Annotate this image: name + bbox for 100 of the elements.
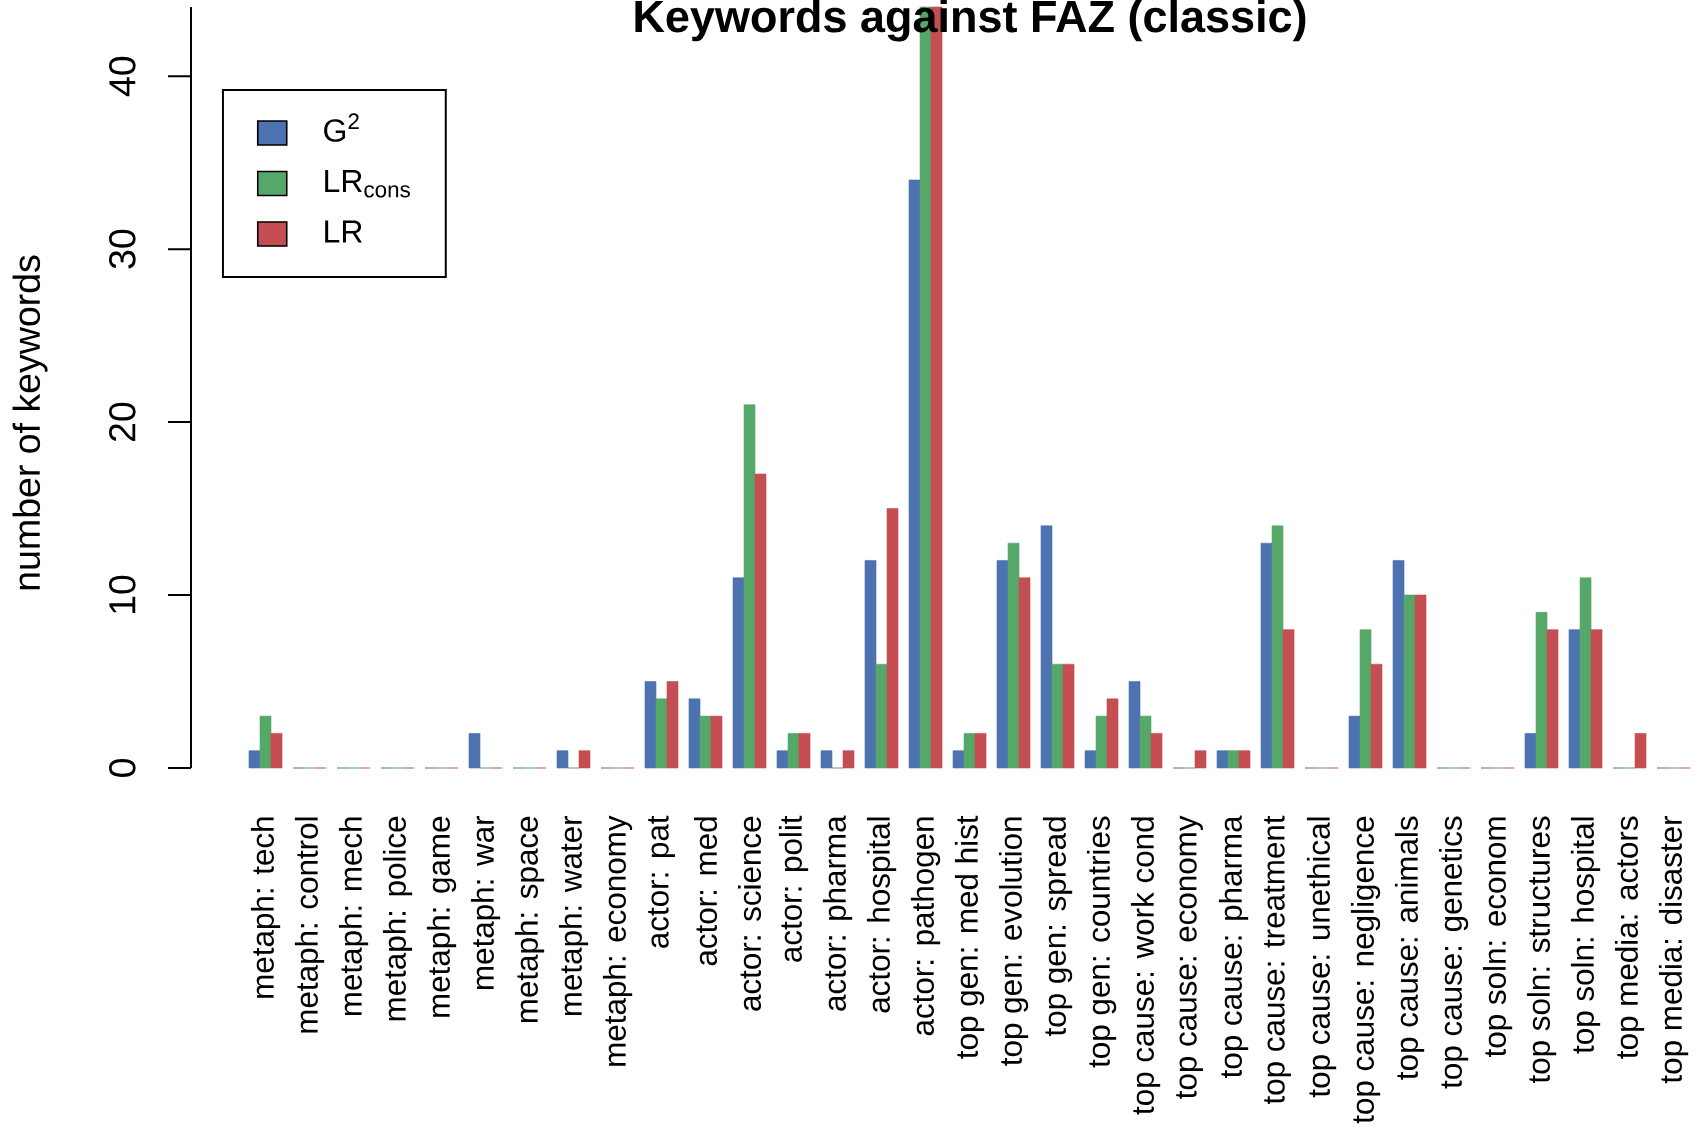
bar [1634, 733, 1647, 769]
bar [468, 733, 481, 769]
x-tick-label: metaph: economy [602, 815, 633, 1066]
bar [842, 750, 855, 769]
y-axis-title: number of keywords [12, 255, 48, 590]
legend-label: LR$_{cons}$ [325, 170, 410, 198]
x-tick-label: actor: polit [778, 815, 809, 962]
bar [1062, 663, 1075, 769]
bar [1139, 715, 1152, 769]
x-tick-label: top cause: pharma [1218, 815, 1249, 1078]
bar [1095, 715, 1108, 769]
x-tick-label: top cause: economy [1176, 815, 1203, 1099]
y-tick-label: 0 [109, 759, 136, 777]
x-tick-label: top gen: evolution [998, 817, 1029, 1066]
bar [787, 733, 800, 769]
bar [974, 733, 987, 769]
bar [1051, 663, 1064, 769]
bar [1216, 750, 1229, 769]
x-tick-label: metaph: game [426, 816, 457, 1017]
bar [1106, 698, 1119, 769]
bar [1271, 525, 1284, 769]
x-tick-label: metaph: war [470, 815, 501, 990]
x-tick-label: metaph: water [558, 815, 589, 1016]
bar [655, 698, 668, 769]
x-tick-label: metaph: police [382, 816, 413, 1021]
bar [1568, 629, 1581, 769]
bar [1260, 542, 1273, 769]
y-tick-label: 20 [109, 402, 136, 442]
y-tick-label: 10 [109, 575, 136, 614]
x-tick-label: actor: med [693, 817, 718, 966]
bar [732, 577, 745, 769]
bar [1546, 629, 1559, 769]
x-tick-label: metaph: space [514, 816, 545, 1023]
bar [1535, 612, 1548, 769]
bar [1128, 681, 1141, 769]
bar [1392, 560, 1405, 769]
bar [1590, 629, 1603, 769]
bar [908, 179, 921, 769]
x-tick-label: metaph: control [294, 817, 325, 1033]
bar [776, 750, 789, 769]
bar [963, 733, 976, 769]
bar [556, 750, 569, 769]
y-tick-label: 40 [109, 56, 136, 97]
y-tick-label: 30 [109, 229, 136, 269]
x-tick-label: top media: actors [1614, 816, 1645, 1059]
bar [259, 715, 272, 769]
bar [1370, 663, 1383, 769]
bar [248, 750, 261, 769]
bar [952, 750, 965, 769]
x-tick-label: metaph: tech [250, 817, 281, 998]
bar [666, 681, 679, 769]
x-tick-label: top cause: work cond [1130, 817, 1161, 1115]
bar [1150, 733, 1163, 769]
x-tick-label: top cause: treatment [1264, 815, 1291, 1105]
bar [270, 733, 283, 769]
x-tick-label: top cause: genetics [1438, 816, 1469, 1089]
bar [754, 473, 767, 769]
bar [1194, 750, 1207, 769]
x-tick-label: actor: hospital [866, 817, 897, 1013]
bar [864, 560, 877, 769]
bar [1007, 542, 1020, 769]
bar [644, 681, 657, 769]
x-tick-label: top soln: structures [1526, 816, 1557, 1084]
x-tick-label: top gen: spread [1042, 817, 1073, 1037]
x-tick-label: top cause: animals [1394, 816, 1425, 1080]
x-tick-label: top soln: econom [1482, 817, 1513, 1057]
bar [1282, 629, 1295, 769]
x-tick-label: actor: pat [648, 815, 675, 948]
bar [1348, 715, 1361, 769]
bar [875, 663, 888, 769]
legend-label: G$^{2}$ [324, 113, 359, 142]
x-tick-label: actor: pathogen [910, 817, 941, 1036]
x-tick-label: top cause: negligence [1350, 816, 1381, 1124]
x-tick-label: top cause: unethical [1306, 817, 1337, 1098]
bar [1414, 594, 1427, 769]
bar [1359, 629, 1372, 769]
bar [1040, 525, 1053, 769]
x-tick-label: top gen: countries [1086, 816, 1117, 1068]
bar [1579, 577, 1592, 769]
bar [820, 750, 833, 769]
bar [699, 715, 712, 769]
bar [1524, 733, 1537, 769]
bar [996, 560, 1009, 769]
x-tick-label: metaph: mech [338, 817, 369, 1016]
bar [886, 508, 899, 769]
x-tick-label: actor: science [738, 816, 762, 1011]
x-tick-label: actor: pharma [822, 815, 853, 1011]
bar [688, 698, 701, 769]
legend-label: LR [325, 220, 362, 243]
bar [798, 733, 811, 769]
bar [1227, 750, 1240, 769]
bar [710, 715, 723, 769]
bar [1238, 750, 1251, 769]
bar [1018, 577, 1031, 769]
bar [578, 750, 591, 769]
bar [1084, 750, 1097, 769]
x-tick-label: top media: disaster [1658, 815, 1689, 1084]
bar [743, 404, 756, 769]
bar [1403, 594, 1416, 769]
x-tick-label: top soln: hospital [1570, 817, 1601, 1054]
